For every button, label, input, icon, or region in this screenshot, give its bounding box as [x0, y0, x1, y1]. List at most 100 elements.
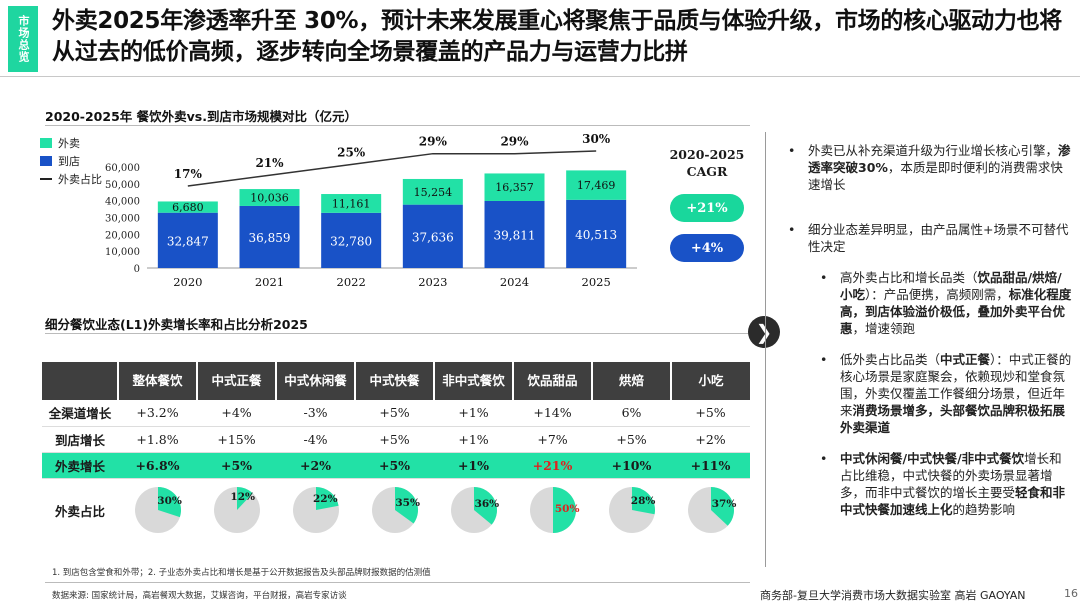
- row-label: 全渠道增长: [42, 400, 118, 427]
- table-header: 中式正餐: [197, 362, 277, 400]
- pie-slice-takeout: [236, 487, 253, 511]
- table-cell: +1%: [434, 452, 513, 479]
- bar-dine-in: [484, 200, 545, 268]
- share-line-label: 17%: [174, 167, 203, 181]
- bar-takeout-label: 16,357: [495, 181, 534, 194]
- table-cell: +5%: [355, 452, 434, 479]
- row-label: 到店增长: [42, 426, 118, 453]
- page-number: 16: [1064, 587, 1078, 600]
- share-line-label: 21%: [255, 156, 284, 170]
- y-tick-label: 50,000: [105, 180, 140, 191]
- share-pie: 36%: [450, 486, 500, 534]
- pie-percent-label: 36%: [474, 497, 500, 510]
- table-row-highlight: 外卖增长 +6.8% +5% +2% +5% +1% +21% +10% +11…: [42, 452, 750, 479]
- table-cell: +3.2%: [118, 400, 197, 427]
- table-cell: +10%: [592, 452, 671, 479]
- cagr-dine-in-badge: +4%: [670, 234, 744, 262]
- table-section-divider: [45, 333, 750, 334]
- x-tick-label: 2020: [173, 275, 202, 289]
- pie-slice-takeout: [552, 487, 576, 534]
- table-cell: +1%: [434, 400, 513, 427]
- insights-panel: 外卖已从补充渠道升级为行业增长核心引擎，渗透率突破30%，本质是即时便利的消费需…: [782, 142, 1072, 532]
- bar-takeout: [402, 178, 463, 205]
- row-label: 外卖占比: [54, 503, 105, 519]
- table-cell: +5%: [592, 426, 671, 453]
- title-divider: [0, 76, 1080, 77]
- footnote-divider: [45, 582, 750, 583]
- share-pie-chart: [687, 487, 734, 534]
- chart-section-title: 2020-2025年 餐饮外卖vs.到店市场规模对比（亿元）: [45, 109, 357, 124]
- x-tick-label: 2022: [337, 275, 366, 289]
- share-line: [187, 150, 597, 187]
- bar-takeout-label: 10,036: [250, 192, 289, 205]
- table-header: 中式快餐: [355, 362, 435, 400]
- bar-takeout-label: 11,161: [332, 197, 371, 210]
- table-cell: +6.8%: [118, 452, 197, 479]
- share-pie: 22%: [292, 486, 340, 534]
- table-cell: +21%: [513, 452, 592, 479]
- cagr-takeout-badge: +21%: [670, 194, 744, 222]
- share-pie: 37%: [687, 486, 736, 534]
- bar-dine-in-label: 40,513: [575, 228, 617, 242]
- footnote: 1. 到店包含堂食和外带；2. 子业态外卖占比和增长是基于公开数据报告及头部品牌…: [52, 568, 431, 578]
- share-pie-chart: [608, 487, 655, 534]
- bar-takeout-label: 6,680: [172, 201, 204, 214]
- table-cell: +7%: [513, 426, 592, 453]
- pie-slice-takeout: [473, 487, 497, 525]
- bar-dine-in-label: 39,811: [494, 228, 536, 242]
- bar-takeout-label: 17,469: [577, 179, 616, 192]
- legend-dine-in-swatch: [40, 156, 52, 166]
- legend-share-label: 外卖占比: [58, 172, 102, 186]
- table-cell: +2%: [276, 452, 355, 479]
- table-cell: +1.8%: [118, 426, 197, 453]
- pie-percent-label: 22%: [313, 492, 338, 505]
- insight-subitem: 低外卖占比品类（中式正餐）：中式正餐的核心场景是家庭聚会，依赖现炒和堂食氛围，外…: [814, 351, 1072, 436]
- legend-dine-in-label: 到店: [58, 154, 80, 168]
- pie-slice-takeout: [710, 487, 734, 526]
- bar-takeout-label: 15,254: [414, 186, 453, 199]
- share-pie: 12%: [213, 486, 261, 534]
- share-pie-chart: [134, 487, 181, 534]
- pie-percent-label: 50%: [554, 503, 580, 516]
- pie-percent-label: 28%: [630, 494, 656, 507]
- section-tag: 市场总览: [8, 6, 38, 72]
- table-header: 非中式餐饮: [434, 362, 514, 400]
- bar-takeout: [239, 189, 300, 206]
- bar-dine-in-label: 32,780: [330, 234, 372, 248]
- bar-takeout: [321, 194, 382, 213]
- bar-takeout: [157, 201, 218, 213]
- table-header: 小吃: [671, 362, 750, 400]
- table-cell: -4%: [276, 426, 355, 453]
- table-cell: +5%: [671, 400, 750, 427]
- share-pie-chart: [529, 487, 576, 534]
- legend-takeout-label: 外卖: [58, 137, 80, 150]
- table-header: 烘焙: [592, 362, 672, 400]
- table-header: 饮品甜品: [513, 362, 593, 400]
- table-cell: +2%: [671, 426, 750, 453]
- share-line-label: 25%: [337, 145, 366, 159]
- chart-section-divider: [45, 125, 750, 126]
- bar-dine-in: [157, 212, 218, 268]
- insight-subitem: 中式休闲餐/中式快餐/非中式餐饮增长和占比维稳，中式快餐的外卖场景显著增多，而非…: [814, 450, 1072, 518]
- pie-percent-label: 12%: [230, 490, 255, 503]
- table-header-row: 整体餐饮 中式正餐 中式休闲餐 中式快餐 非中式餐饮 饮品甜品 烘焙 小吃: [42, 362, 750, 400]
- bar-dine-in-label: 37,636: [412, 230, 454, 244]
- table-cell: -3%: [276, 400, 355, 427]
- share-line-label: 29%: [500, 135, 529, 149]
- x-tick-label: 2025: [582, 275, 611, 289]
- footer-credit: 商务部-复旦大学消费市场大数据实验室 高岩 GAOYAN: [760, 589, 1026, 602]
- next-arrow-icon: ❯: [748, 316, 780, 348]
- x-tick-label: 2024: [500, 275, 529, 289]
- bar-dine-in-label: 32,847: [167, 234, 209, 248]
- bar-takeout: [566, 170, 627, 200]
- data-source: 数据来源: 国家统计局，高岩餐观大数据，艾媒咨询，平台财报，高岩专家访谈: [52, 591, 347, 601]
- table-corner: [42, 362, 119, 400]
- pie-slice-takeout: [315, 487, 339, 511]
- insight-item: 细分业态差异明显，由产品属性+场景不可替代性决定 高外卖占比和增长品类（饮品甜品…: [782, 221, 1072, 518]
- insight-item: 外卖已从补充渠道升级为行业增长核心引擎，渗透率突破30%，本质是即时便利的消费需…: [782, 142, 1072, 193]
- right-panel-divider: [765, 132, 766, 567]
- table-cell: +5%: [355, 426, 434, 453]
- table-cell: +5%: [355, 400, 434, 427]
- segment-table: 整体餐饮 中式正餐 中式休闲餐 中式快餐 非中式餐饮 饮品甜品 烘焙 小吃 全渠…: [42, 362, 750, 542]
